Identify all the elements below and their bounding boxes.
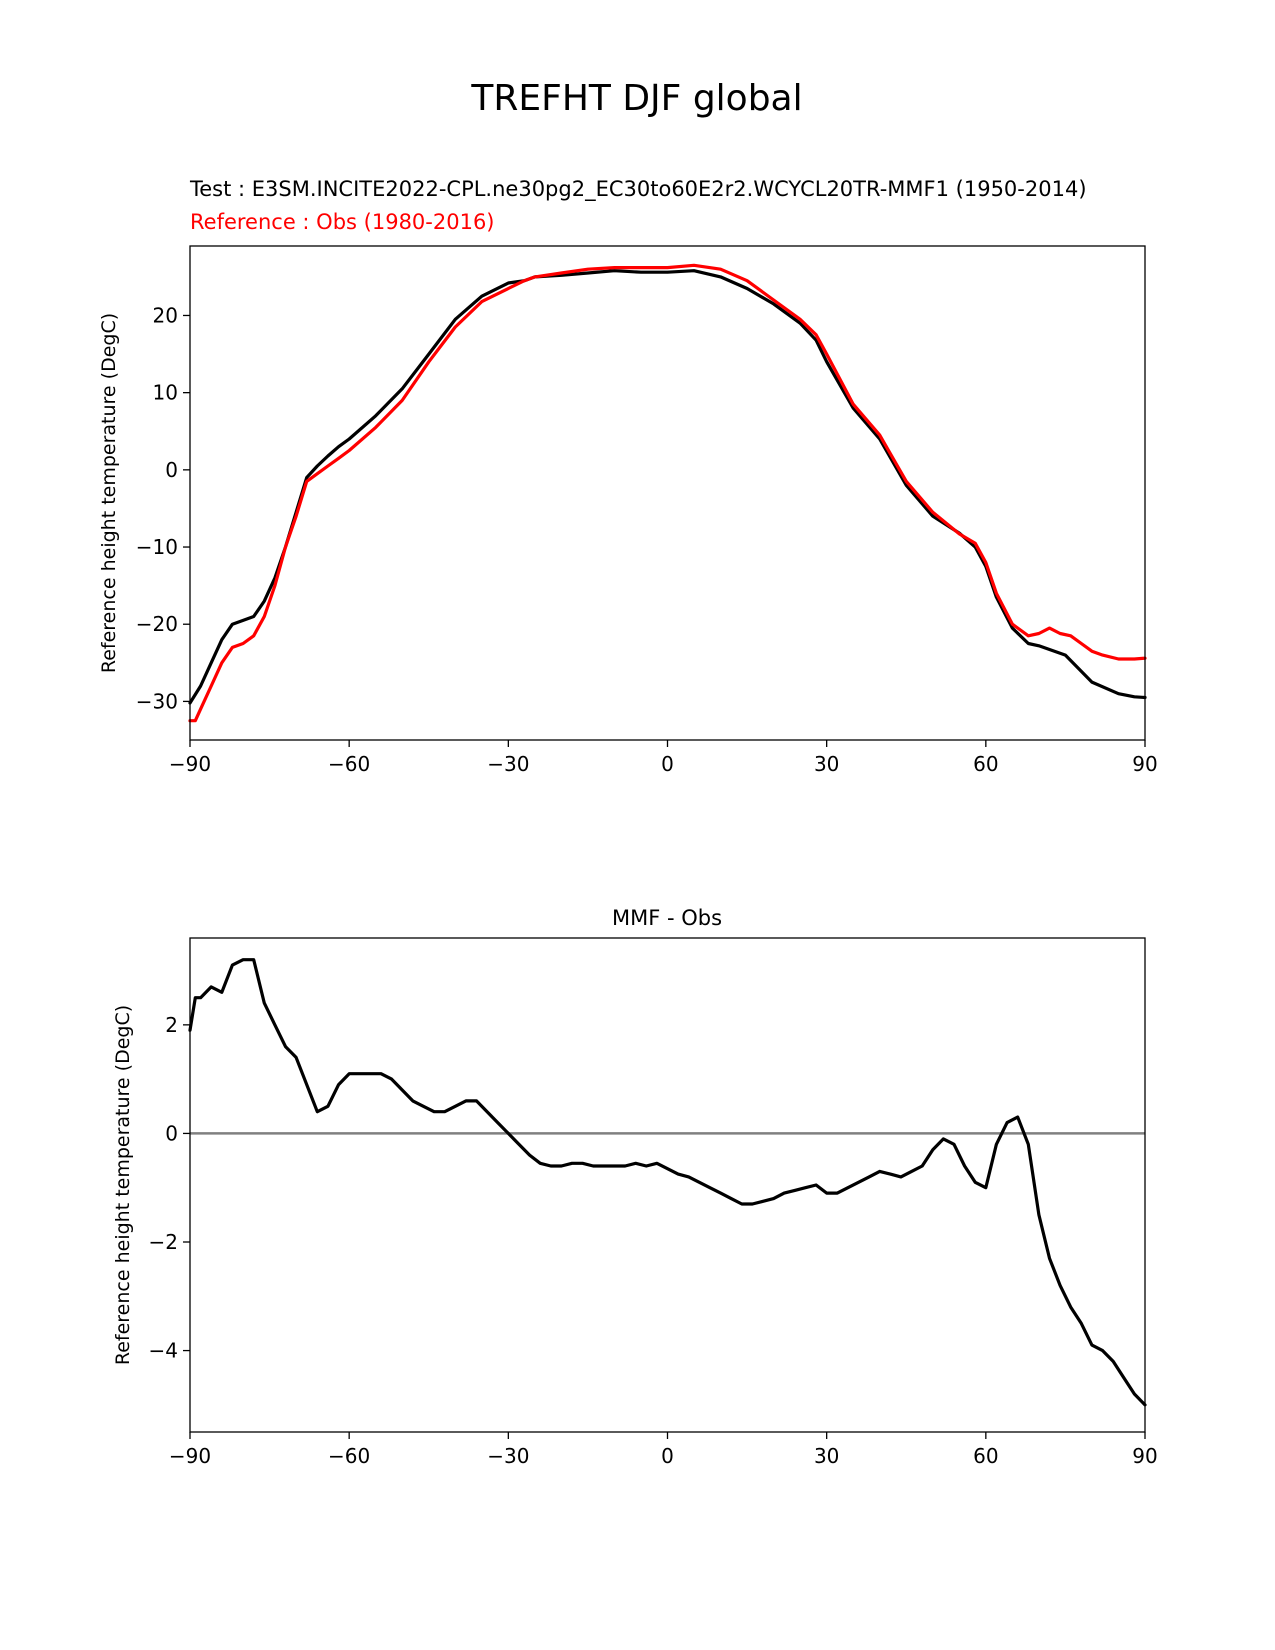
bottom-y-tick-label: −4 bbox=[149, 1339, 178, 1363]
top-x-tick-label: −90 bbox=[169, 752, 211, 776]
figure-title: TREFHT DJF global bbox=[470, 78, 802, 119]
bottom-x-tick-label: 90 bbox=[1132, 1444, 1157, 1468]
bottom-series-lines bbox=[188, 958, 1147, 1407]
bottom-y-axis-label: Reference height temperature (DegC) bbox=[112, 1005, 134, 1365]
bottom-y-tick-label: 0 bbox=[165, 1121, 178, 1145]
reference-label: Reference : Obs (1980-2016) bbox=[190, 210, 495, 234]
bottom-panel: MMF - Obs −90 −60 −30 0 30 60 90 −4 −2 0 2 Refere… bbox=[112, 906, 1158, 1468]
top-series-reference-line bbox=[188, 263, 1147, 723]
top-x-tick-label: −60 bbox=[328, 752, 370, 776]
top-y-tick-label: −10 bbox=[136, 535, 178, 559]
bottom-y-axis: −4 −2 0 2 bbox=[149, 1013, 190, 1363]
top-x-tick-label: 0 bbox=[661, 752, 674, 776]
top-y-axis-label: Reference height temperature (DegC) bbox=[98, 313, 120, 673]
bottom-panel-frame bbox=[189, 937, 1146, 1433]
bottom-x-tick-label: −30 bbox=[487, 1444, 529, 1468]
top-x-tick-label: 90 bbox=[1132, 752, 1157, 776]
top-y-tick-label: 10 bbox=[153, 381, 178, 405]
bottom-x-tick-label: −60 bbox=[328, 1444, 370, 1468]
bottom-x-tick-label: 30 bbox=[814, 1444, 839, 1468]
top-y-tick-label: 20 bbox=[153, 303, 178, 327]
bottom-x-tick-label: −90 bbox=[169, 1444, 211, 1468]
bottom-x-axis: −90 −60 −30 0 30 60 90 bbox=[169, 1432, 1158, 1468]
top-x-tick-label: −30 bbox=[487, 752, 529, 776]
bottom-y-tick-label: −2 bbox=[149, 1230, 178, 1254]
top-y-axis: −30 −20 −10 0 10 20 bbox=[136, 303, 190, 713]
top-y-tick-label: 0 bbox=[165, 458, 178, 482]
top-x-tick-label: 60 bbox=[973, 752, 998, 776]
top-y-tick-label: −20 bbox=[136, 612, 178, 636]
bottom-panel-title: MMF - Obs bbox=[612, 906, 722, 930]
bottom-x-tick-label: 0 bbox=[661, 1444, 674, 1468]
top-panel: −90 −60 −30 0 30 60 90 −30 −20 −10 0 10 20 Referenc… bbox=[98, 245, 1158, 776]
bottom-y-tick-label: 2 bbox=[165, 1013, 178, 1037]
top-series-lines bbox=[188, 263, 1147, 723]
top-x-axis: −90 −60 −30 0 30 60 90 bbox=[169, 740, 1158, 776]
top-series-test-line bbox=[188, 269, 1147, 705]
top-x-tick-label: 30 bbox=[814, 752, 839, 776]
test-label: Test : E3SM.INCITE2022-CPL.ne30pg2_EC30t… bbox=[189, 177, 1087, 202]
top-y-tick-label: −30 bbox=[136, 689, 178, 713]
bottom-series-mmf-obs-line bbox=[188, 958, 1147, 1407]
top-panel-frame bbox=[189, 245, 1146, 741]
bottom-x-tick-label: 60 bbox=[973, 1444, 998, 1468]
